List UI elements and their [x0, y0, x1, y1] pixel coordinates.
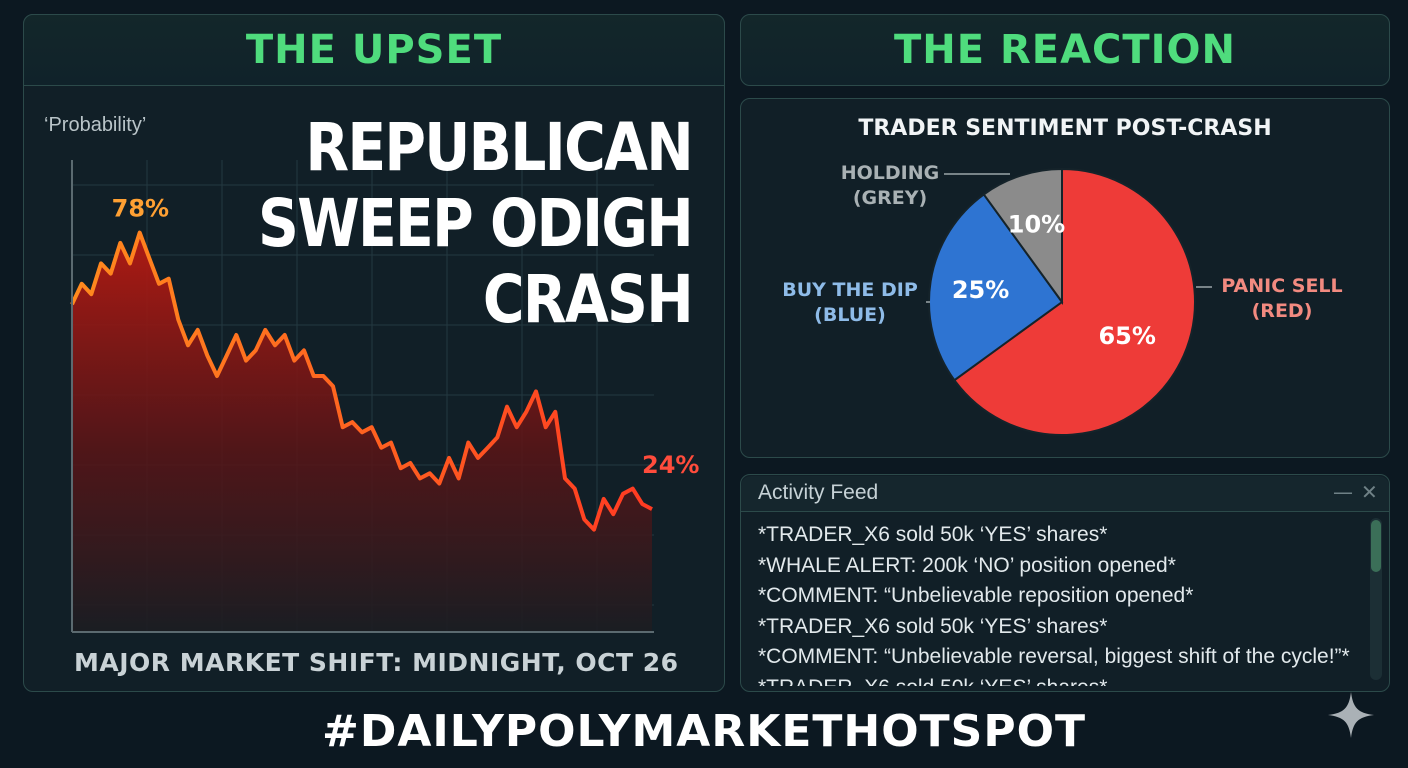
feed-item: *COMMENT: “Unbelievable reversal, bigges… — [758, 645, 1350, 668]
feed-item: *WHALE ALERT: 200k ‘NO’ position opened* — [758, 553, 1176, 577]
activity-feed-header — [741, 476, 1389, 512]
panic-sell-label-line2: (RED) — [1251, 300, 1313, 322]
holding-label-line1: HOLDING — [840, 162, 940, 184]
probability-line — [70, 230, 653, 532]
sparkle-icon — [1328, 692, 1374, 738]
buy-the-dip-label-line1: BUY THE DIP — [782, 279, 918, 301]
feed-item: *COMMENT: “Unbelievable reposition opene… — [758, 584, 1194, 607]
holding-slice — [982, 167, 1063, 306]
reaction-title-bar: THE REACTION — [740, 14, 1390, 86]
end-value-label: 24% — [642, 451, 699, 479]
holding-percent-label: 10% — [1008, 211, 1065, 239]
peak-value-label: 78% — [112, 195, 169, 223]
headline: REPUBLICAN SWEEP ODIGH CRASH — [245, 109, 694, 338]
feed-item: *TRADER_X6 sold 50k ‘YES’ shares* — [758, 523, 1108, 546]
feed-item: *TRADER_X6 sold 50k ‘YES’ shares* — [758, 614, 1108, 638]
headline-line-1: REPUBLICAN — [305, 109, 693, 186]
holding-label: HOLDING (GREY) — [834, 161, 946, 211]
panic-sell-label-line1: PANIC SELL — [1221, 275, 1343, 297]
headline-line-3: CRASH — [482, 261, 694, 338]
buy-the-dip-label: BUY THE DIP (BLUE) — [778, 278, 922, 328]
buy-the-dip-label-line2: (BLUE) — [814, 304, 886, 326]
market-shift-caption: MAJOR MARKET SHIFT: MIDNIGHT, OCT 26 — [74, 648, 679, 677]
pie-chart-title: TRADER SENTIMENT POST-CRASH — [858, 116, 1272, 141]
minimize-icon[interactable]: — — [1333, 480, 1353, 504]
activity-feed-title: Activity Feed — [758, 481, 879, 504]
hashtag-banner: #DAILYPOLYMARKETHOTSPOT — [321, 706, 1087, 757]
upset-title-bar: THE UPSET — [23, 14, 725, 86]
buy-the-dip-percent-label: 25% — [952, 276, 1009, 304]
upset-title: THE UPSET — [245, 27, 503, 73]
panic-sell-slice — [953, 167, 1196, 436]
activity-feed-list[interactable]: *TRADER_X6 sold 50k ‘YES’ shares* *WHALE… — [758, 520, 1368, 686]
holding-label-line2: (GREY) — [852, 187, 928, 209]
reaction-title: THE REACTION — [893, 27, 1237, 73]
headline-line-2: SWEEP ODIGH — [257, 185, 694, 262]
feed-item: *TRADER_X6 sold 50k ‘YES’ shares* — [758, 673, 1368, 687]
close-icon[interactable]: ✕ — [1361, 480, 1378, 504]
panic-sell-percent-label: 65% — [1098, 322, 1155, 350]
buy-the-dip-slice — [928, 193, 1064, 382]
panic-sell-label: PANIC SELL (RED) — [1216, 274, 1348, 324]
feed-scrollbar-thumb[interactable] — [1371, 520, 1381, 572]
y-axis-label: ‘Probability’ — [44, 114, 147, 136]
